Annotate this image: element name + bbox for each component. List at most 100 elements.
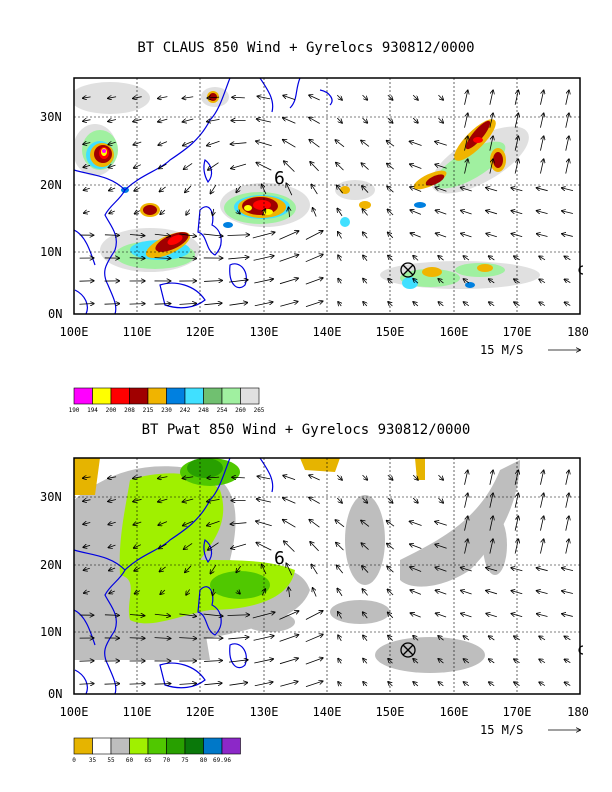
legend-swatch <box>110 737 130 755</box>
wind-vector-arrow-icon <box>564 279 571 282</box>
x-tick-label: 120E <box>186 325 215 339</box>
x-tick-label: 110E <box>123 705 152 719</box>
wind-vector-arrow-icon <box>104 304 120 305</box>
legend-swatch <box>92 387 112 405</box>
wind-vector-arrow-icon <box>540 470 543 485</box>
wind-vector-arrow-icon <box>514 136 518 151</box>
wind-vector-arrow-icon <box>228 280 248 282</box>
wind-vector-arrow-icon <box>253 256 274 261</box>
wind-vector-arrow-icon <box>204 280 222 281</box>
wind-vector-arrow-icon <box>262 209 265 216</box>
wind-vector-arrow-icon <box>565 159 569 174</box>
wind-vector-arrow-icon <box>108 142 116 144</box>
wind-vector-arrow-icon <box>213 208 214 215</box>
wind-vector-arrow-icon <box>182 97 194 99</box>
x-tick-label: 150E <box>376 325 405 339</box>
wind-vector-arrow-icon <box>338 612 342 619</box>
wind-vector-arrow-icon <box>228 660 248 662</box>
wind-vector-arrow-icon <box>438 497 443 503</box>
wind-vector-arrow-icon <box>207 520 220 525</box>
wind-vector-arrow-icon <box>387 474 393 480</box>
wind-vector-arrow-icon <box>83 523 91 525</box>
legend-swatch <box>129 387 149 405</box>
wind-vector-arrow-icon <box>361 140 370 147</box>
wind-vector-arrow-icon <box>133 119 142 121</box>
wind-vector-arrow-icon <box>179 258 196 259</box>
wind-vector-arrow-icon <box>108 500 117 502</box>
wind-vector-arrow-icon <box>133 499 142 501</box>
wind-vector-arrow-icon <box>207 97 220 98</box>
wind-vector-arrow-icon <box>489 636 495 641</box>
wind-vector-arrow-icon <box>311 564 318 575</box>
wind-vector-arrow-icon <box>413 302 419 306</box>
wind-vector-arrow-icon <box>565 90 569 105</box>
panel1-vector-scale-label: 15 M/S <box>480 343 523 357</box>
legend-label: 254 <box>217 407 228 414</box>
wind-vector-arrow-icon <box>207 499 220 501</box>
wind-vector-arrow-icon <box>108 522 116 524</box>
wind-vector-arrow-icon <box>388 682 393 686</box>
wind-vector-arrow-icon <box>257 476 271 479</box>
wind-vector-arrow-icon <box>463 659 470 663</box>
wind-vector-arrow-icon <box>305 231 323 240</box>
wind-vector-arrow-icon <box>539 659 546 662</box>
x-tick-label: 180 <box>567 325 589 339</box>
wind-vector-arrow-icon <box>412 474 418 480</box>
wind-vector-arrow-icon <box>413 256 419 261</box>
wind-vector-arrow-icon <box>514 159 518 174</box>
wind-vector-arrow-icon <box>108 120 117 122</box>
wind-vector-arrow-icon <box>158 477 168 479</box>
legend-label: 75 <box>181 757 189 764</box>
legend-label: 70 <box>163 757 171 764</box>
wind-vector-arrow-icon <box>388 256 393 261</box>
wind-vector-arrow-icon <box>338 302 341 306</box>
wind-vector-arrow-icon <box>410 521 422 526</box>
wind-vector-arrow-icon <box>361 543 369 550</box>
y-tick-label: 0N <box>48 687 62 701</box>
wind-vector-arrow-icon <box>363 232 368 239</box>
wind-vector-arrow-icon <box>203 234 223 236</box>
wind-vector-arrow-icon <box>489 256 495 261</box>
wind-vector-arrow-icon <box>410 613 421 618</box>
wind-vector-arrow-icon <box>363 612 368 619</box>
wind-vector-arrow-icon <box>387 209 394 216</box>
wind-vector-arrow-icon <box>564 659 571 662</box>
wind-vector-arrow-icon <box>489 659 495 663</box>
wind-vector-arrow-icon <box>338 279 341 284</box>
wind-vector-arrow-icon <box>435 590 447 595</box>
panel2-y-axis: 30N 20N 10N 0N <box>40 490 62 701</box>
panel1-wind-vectors <box>79 90 574 307</box>
wind-vector-arrow-icon <box>83 545 91 547</box>
wind-vector-arrow-icon <box>336 543 344 551</box>
wind-vector-arrow-icon <box>108 477 117 479</box>
wind-vector-arrow-icon <box>204 303 221 305</box>
wind-vector-arrow-icon <box>231 523 247 524</box>
legend-swatch <box>147 737 167 755</box>
x-tick-label: 180 <box>567 705 589 719</box>
legend-label: 230 <box>161 407 172 414</box>
wind-vector-arrow-icon <box>179 234 196 236</box>
wind-vector-arrow-icon <box>489 493 493 508</box>
wind-vector-arrow-icon <box>160 589 166 594</box>
wind-vector-arrow-icon <box>537 234 548 237</box>
wind-vector-arrow-icon <box>129 304 145 305</box>
wind-vector-arrow-icon <box>539 682 546 685</box>
legend-label: 260 <box>235 407 246 414</box>
panel1-frame <box>73 77 581 315</box>
wind-vector-arrow-icon <box>489 302 495 306</box>
wind-vector-arrow-icon <box>231 143 247 144</box>
wind-vector-arrow-icon <box>410 233 421 238</box>
wind-vector-arrow-icon <box>562 211 573 214</box>
wind-vector-arrow-icon <box>256 141 272 147</box>
wind-vector-arrow-icon <box>237 591 240 594</box>
wind-vector-arrow-icon <box>338 635 341 642</box>
wind-vector-arrow-icon <box>464 113 468 128</box>
wind-vector-arrow-icon <box>182 499 194 502</box>
wind-vector-arrow-icon <box>108 545 116 548</box>
wind-vector-arrow-icon <box>410 187 422 192</box>
wind-vector-arrow-icon <box>562 188 574 191</box>
wind-vector-arrow-icon <box>79 684 93 685</box>
wind-vector-arrow-icon <box>388 659 393 664</box>
wind-vector-arrow-icon <box>160 209 166 214</box>
wind-vector-arrow-icon <box>435 567 447 572</box>
